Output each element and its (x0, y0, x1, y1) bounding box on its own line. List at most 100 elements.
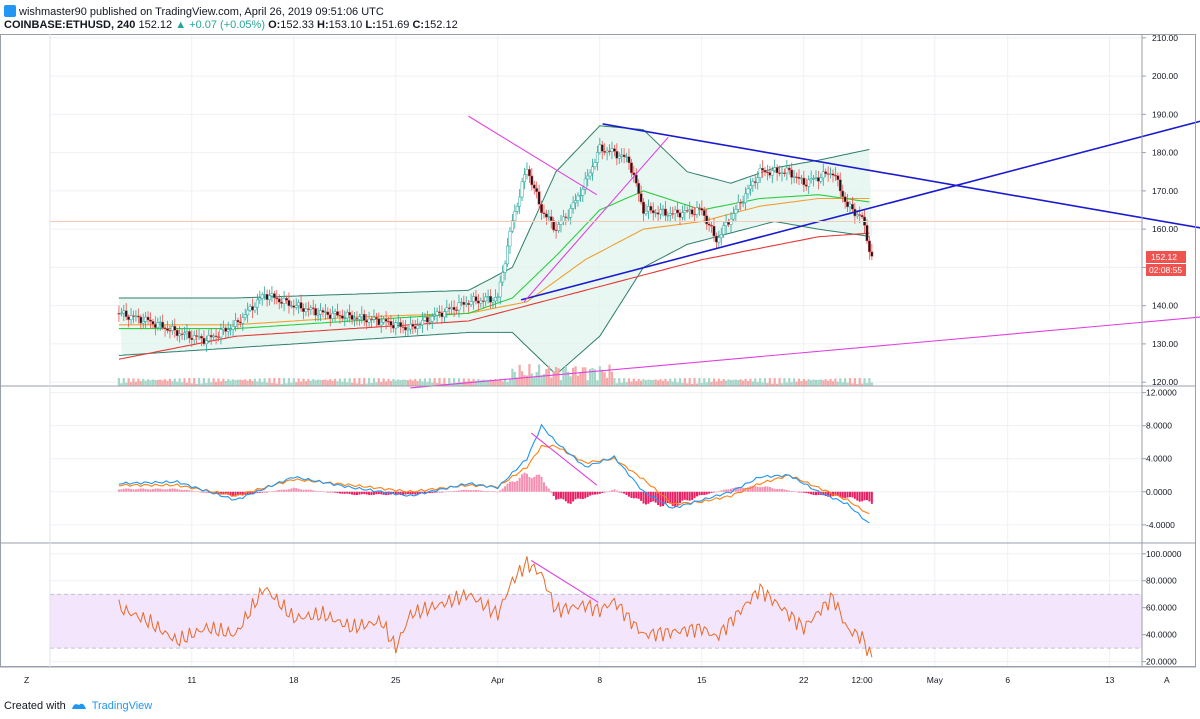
volume-bar (120, 383, 123, 386)
candle-body (299, 302, 303, 309)
macd-hist-bar (839, 491, 842, 497)
macd-hist-bar (511, 481, 514, 492)
volume-bar (207, 378, 210, 386)
candle-body (547, 216, 551, 218)
macd-hist-bar (275, 490, 278, 492)
candle-body (498, 281, 502, 298)
volume-bar (477, 379, 480, 386)
macd-hist-bar (440, 491, 443, 493)
candle-body (326, 311, 330, 316)
candle-body (782, 172, 786, 174)
zoom-button[interactable]: Z (24, 675, 29, 685)
x-tick-label: 18 (289, 675, 299, 685)
macd-hist-bar (710, 491, 713, 493)
macd-hist-bar (285, 489, 288, 492)
macd-hist-bar (703, 491, 706, 495)
macd-hist-bar (460, 490, 463, 492)
volume-bars (117, 364, 873, 386)
brand-text[interactable]: TradingView (91, 700, 153, 712)
x-tick-label: 13 (1105, 675, 1115, 685)
macd-hist-bar (746, 487, 749, 492)
candle-body (311, 307, 315, 309)
volume-bar (256, 381, 259, 386)
volume-bar (613, 378, 616, 386)
candle-body (785, 167, 789, 174)
volume-bar (353, 378, 356, 386)
candle-body (775, 167, 779, 174)
candle-body (146, 316, 150, 321)
volume-bar (416, 381, 419, 386)
candle-body (457, 302, 461, 311)
volume-bar (178, 378, 181, 386)
volume-bar (771, 383, 774, 386)
volume-bar (615, 383, 618, 386)
macd-hist-bar (598, 491, 601, 494)
volume-bar (717, 378, 720, 386)
volume-bar (278, 378, 281, 386)
candle-body (683, 210, 687, 213)
volume-bar (564, 366, 567, 386)
volume-bar (569, 376, 572, 386)
close-value: 152.12 (424, 19, 458, 31)
y-tick-label: 0.0000 (1146, 487, 1172, 497)
macd-hist-bar (795, 491, 798, 493)
macd-hist-bar (581, 491, 584, 500)
rsi-divergence (530, 560, 599, 603)
created-with-text: Created with (4, 700, 66, 712)
macd-hist-bar (807, 491, 810, 494)
rsi-panel[interactable] (50, 556, 1142, 658)
candle-body (656, 212, 660, 215)
high-value: 153.10 (328, 19, 363, 31)
volume-bar (666, 381, 669, 386)
candle-body (251, 306, 254, 311)
candle-body (693, 213, 697, 216)
volume-bar (324, 379, 327, 386)
macd-hist-bar (567, 491, 570, 504)
volume-bar (290, 382, 293, 386)
price-panel[interactable] (50, 93, 1200, 389)
candle-body (224, 327, 228, 332)
corner-buttons[interactable]: Z A (24, 675, 1170, 685)
candle-body (421, 319, 424, 326)
candle-body (598, 144, 602, 153)
macd-hist-bar (482, 490, 485, 492)
candle-body (581, 189, 585, 196)
candle-body (622, 154, 626, 158)
volume-bar (401, 379, 405, 386)
volume-bar (399, 380, 402, 386)
candle-body (850, 203, 854, 210)
volume-bar (756, 382, 759, 386)
candle-body (246, 309, 250, 315)
candle-body (612, 148, 616, 152)
macd-divergence-line (530, 432, 598, 486)
candle-body (212, 335, 216, 338)
volume-bar (452, 378, 456, 386)
volume-bar (783, 378, 786, 386)
chart-area[interactable]: 210.00 200.00 190.00 180.00 170.00 160.00 15 0.… (0, 34, 1200, 697)
candle-body (833, 174, 837, 177)
volume-bar (708, 378, 711, 386)
volume-bar (375, 382, 378, 386)
bollinger-upper-band (118, 125, 870, 299)
rsi-band (50, 594, 1142, 649)
candle-body (168, 330, 172, 332)
candle-body (255, 299, 259, 308)
macd-hist-bar (232, 491, 235, 497)
moving-average-red (118, 232, 870, 360)
volume-bar (268, 378, 271, 386)
macd-hist-bar (202, 491, 205, 493)
macd-hist-bar (176, 489, 179, 492)
macd-hist-bar (844, 491, 847, 499)
macd-hist-bar (671, 491, 674, 507)
volume-bar (763, 378, 767, 386)
volume-bar (790, 382, 793, 386)
macd-hist-bar (569, 491, 572, 504)
macd-panel[interactable] (117, 423, 873, 524)
candle-body (161, 321, 165, 329)
macd-hist-bar (674, 491, 677, 508)
candle-body (170, 326, 174, 331)
volume-bar (870, 382, 873, 386)
trendline-magenta (410, 316, 1200, 389)
volume-bar (137, 378, 140, 386)
auto-scale-button[interactable]: A (1164, 675, 1170, 685)
